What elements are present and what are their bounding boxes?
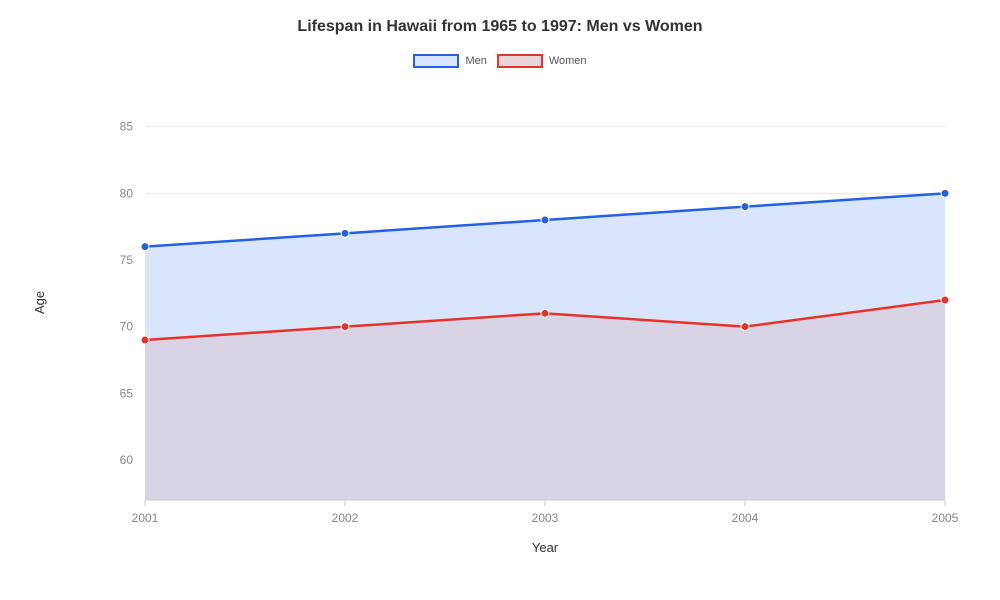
y-tick-label: 80 — [120, 186, 134, 200]
legend-label: Men — [465, 55, 486, 67]
x-tick-label: 2004 — [732, 511, 759, 525]
data-point[interactable] — [541, 309, 549, 317]
data-point[interactable] — [141, 336, 149, 344]
data-point[interactable] — [741, 203, 749, 211]
legend: Men Women — [0, 54, 1000, 68]
legend-label: Women — [549, 55, 587, 67]
y-tick-label: 85 — [120, 120, 134, 134]
legend-item[interactable]: Men — [413, 54, 486, 68]
data-point[interactable] — [941, 296, 949, 304]
legend-swatch — [497, 54, 543, 68]
data-point[interactable] — [141, 243, 149, 251]
y-tick-label: 65 — [120, 386, 134, 400]
legend-swatch — [413, 54, 459, 68]
chart-container: Lifespan in Hawaii from 1965 to 1997: Me… — [0, 0, 1000, 600]
x-tick-label: 2003 — [532, 511, 559, 525]
legend-item[interactable]: Women — [497, 54, 587, 68]
y-tick-label: 60 — [120, 453, 134, 467]
y-axis-title: Age — [32, 291, 47, 314]
x-tick-label: 2002 — [332, 511, 359, 525]
plot-area: 60 65 70 75 80 85 2001 2002 2003 2004 2005 — [80, 100, 960, 560]
data-point[interactable] — [341, 323, 349, 331]
x-axis-title: Year — [145, 540, 945, 555]
data-point[interactable] — [341, 229, 349, 237]
data-point[interactable] — [941, 189, 949, 197]
y-tick-label: 75 — [120, 253, 134, 267]
data-point[interactable] — [541, 216, 549, 224]
y-tick-label: 70 — [120, 320, 134, 334]
data-point[interactable] — [741, 323, 749, 331]
x-tick-label: 2001 — [132, 511, 159, 525]
x-tick-label: 2005 — [932, 511, 959, 525]
chart-title: Lifespan in Hawaii from 1965 to 1997: Me… — [0, 0, 1000, 36]
